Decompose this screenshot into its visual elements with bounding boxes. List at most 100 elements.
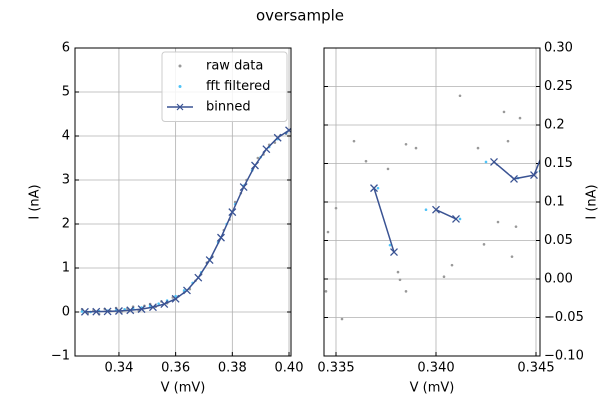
data-marker: [126, 306, 135, 315]
data-point: [157, 302, 160, 305]
data-point: [518, 116, 522, 120]
data-marker: [490, 158, 498, 166]
data-point: [396, 270, 400, 274]
y-tick-label: 0.2: [544, 118, 565, 133]
plot-area: [324, 94, 540, 321]
data-marker: [239, 183, 248, 191]
data-point: [388, 243, 392, 247]
data-point: [484, 160, 488, 164]
y-tick-label: 1: [62, 261, 70, 276]
data-point: [502, 110, 506, 114]
data-point: [424, 208, 428, 211]
y-axis-label: I (nA): [28, 184, 43, 219]
legend-label: raw data: [206, 59, 263, 74]
data-point: [386, 167, 390, 171]
legend-symbol: [178, 85, 182, 88]
data-point: [398, 278, 402, 282]
data-point: [496, 220, 500, 224]
data-marker: [205, 256, 214, 265]
data-point: [510, 255, 514, 258]
data-marker: [114, 307, 123, 315]
data-marker: [452, 214, 460, 223]
legend-symbol: [176, 103, 184, 111]
data-marker: [285, 126, 291, 135]
data-point: [404, 290, 408, 293]
data-point: [376, 186, 380, 190]
data-marker: [171, 294, 180, 303]
data-point: [340, 317, 344, 321]
axes-frame: [74, 47, 292, 357]
x-tick-label: 0.34: [104, 361, 133, 376]
data-point: [514, 225, 518, 228]
x-axis-label: V (mV): [161, 381, 206, 396]
data-marker: [228, 208, 237, 217]
data-marker: [103, 307, 112, 316]
y-tick-label: −0.05: [544, 310, 584, 325]
data-marker: [80, 307, 89, 316]
data-point: [506, 139, 510, 143]
data-marker: [510, 174, 518, 183]
data-marker: [432, 205, 440, 214]
figure-title: oversample: [256, 7, 344, 25]
y-tick-label: 4: [62, 129, 70, 144]
x-tick-label: 0.335: [317, 361, 354, 376]
y-axis-label: I (nA): [585, 184, 600, 219]
data-point: [334, 206, 338, 210]
data-marker: [390, 248, 398, 257]
data-point: [476, 146, 480, 150]
x-tick-label: 0.36: [161, 361, 190, 376]
x-axis-label: V (mV): [410, 381, 455, 396]
data-point: [404, 142, 408, 146]
data-marker: [148, 303, 157, 312]
data-marker: [217, 233, 225, 242]
data-marker: [160, 300, 169, 309]
data-point: [364, 159, 368, 163]
data-marker: [137, 305, 146, 314]
data-point: [80, 310, 84, 313]
y-tick-label: 0: [62, 305, 70, 320]
data-marker: [262, 145, 271, 154]
data-point: [442, 275, 446, 278]
legend-box: [161, 51, 288, 122]
data-marker: [370, 184, 378, 193]
legend-symbol: [178, 64, 182, 68]
data-point: [182, 289, 186, 292]
y-tick-label: 0.25: [544, 79, 573, 94]
data-point: [256, 156, 260, 160]
y-tick-label: 0.00: [544, 272, 573, 287]
data-marker: [92, 307, 101, 316]
data-point: [458, 94, 462, 98]
data-marker: [183, 286, 191, 295]
data-point: [482, 243, 486, 246]
legend-label: binned: [206, 100, 251, 115]
x-tick-label: 0.40: [275, 361, 304, 376]
data-point: [414, 146, 418, 150]
legend-label: fft filtered: [206, 79, 270, 94]
y-tick-label: −0.10: [544, 349, 584, 364]
data-point: [450, 263, 454, 267]
data-marker: [530, 171, 538, 180]
data-point: [352, 139, 356, 143]
data-point: [326, 230, 330, 234]
y-tick-label: 0.30: [544, 41, 573, 56]
y-tick-label: 6: [62, 41, 70, 56]
axes-frame: [323, 47, 541, 357]
y-tick-label: 0.15: [544, 156, 573, 171]
data-point: [174, 294, 177, 298]
y-tick-label: −1: [51, 349, 70, 364]
data-point: [324, 290, 328, 293]
plot-area: [80, 126, 291, 316]
y-tick-label: 0.05: [544, 233, 573, 248]
y-tick-label: 5: [62, 85, 70, 100]
data-marker: [194, 273, 203, 282]
y-tick-label: 0.1: [544, 195, 565, 210]
y-tick-label: 2: [62, 217, 70, 232]
data-marker: [273, 133, 282, 142]
data-point: [458, 217, 462, 221]
data-line: [373, 158, 540, 253]
x-tick-label: 0.38: [218, 361, 247, 376]
data-marker: [251, 161, 259, 170]
x-tick-label: 0.345: [517, 361, 554, 376]
